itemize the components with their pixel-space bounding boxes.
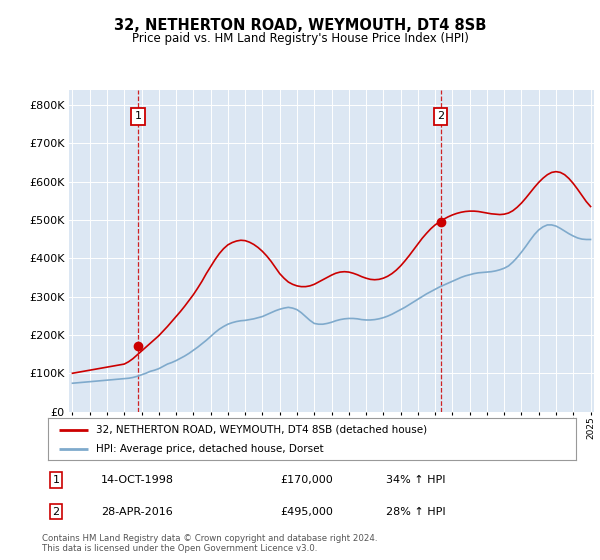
Text: £495,000: £495,000	[280, 506, 333, 516]
Text: 28-APR-2016: 28-APR-2016	[101, 506, 173, 516]
Text: 32, NETHERTON ROAD, WEYMOUTH, DT4 8SB (detached house): 32, NETHERTON ROAD, WEYMOUTH, DT4 8SB (d…	[95, 424, 427, 435]
Text: 2: 2	[52, 506, 59, 516]
Text: 2: 2	[437, 111, 445, 122]
Text: 14-OCT-1998: 14-OCT-1998	[101, 475, 174, 485]
Text: Price paid vs. HM Land Registry's House Price Index (HPI): Price paid vs. HM Land Registry's House …	[131, 32, 469, 45]
Text: 1: 1	[52, 475, 59, 485]
Text: 34% ↑ HPI: 34% ↑ HPI	[386, 475, 445, 485]
Text: 28% ↑ HPI: 28% ↑ HPI	[386, 506, 446, 516]
Text: 1: 1	[134, 111, 142, 122]
Text: 32, NETHERTON ROAD, WEYMOUTH, DT4 8SB: 32, NETHERTON ROAD, WEYMOUTH, DT4 8SB	[114, 18, 486, 33]
Text: Contains HM Land Registry data © Crown copyright and database right 2024.
This d: Contains HM Land Registry data © Crown c…	[42, 534, 377, 553]
Text: HPI: Average price, detached house, Dorset: HPI: Average price, detached house, Dors…	[95, 444, 323, 454]
Text: £170,000: £170,000	[280, 475, 333, 485]
